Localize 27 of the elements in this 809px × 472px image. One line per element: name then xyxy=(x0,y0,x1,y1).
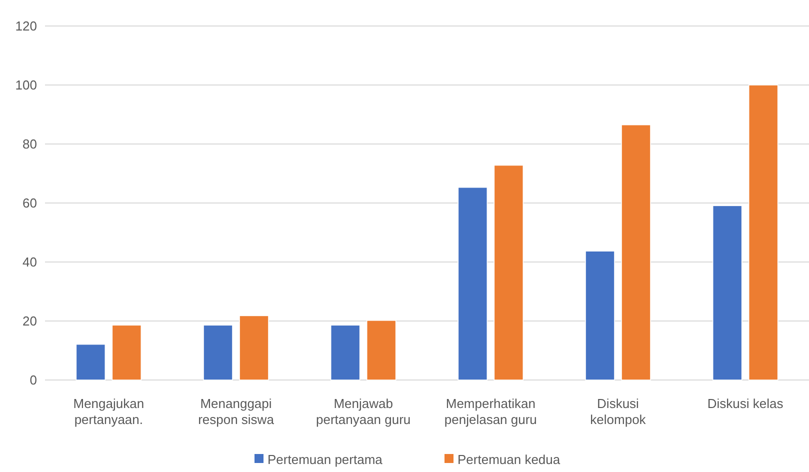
legend-label: Pertemuan kedua xyxy=(458,452,561,467)
y-tick-label: 60 xyxy=(22,196,37,211)
x-tick-label: Menjawab pertanyaan guru xyxy=(316,396,411,427)
bar xyxy=(330,324,360,380)
x-tick-label: Mengajukan pertanyaan. xyxy=(73,396,144,427)
y-tick-label: 0 xyxy=(30,372,37,388)
bar xyxy=(494,164,524,380)
y-tick-label: 80 xyxy=(22,136,37,152)
bar xyxy=(621,124,651,380)
bar xyxy=(748,84,778,380)
x-tick-label: Diskusi kelompok xyxy=(590,396,646,427)
bar xyxy=(585,250,615,380)
x-tick-label: Menanggapi respon siswa xyxy=(198,396,275,427)
bar xyxy=(203,324,233,380)
x-tick-label: Memperhatikan penjelasan guru xyxy=(444,396,537,427)
bar xyxy=(76,344,106,380)
y-tick-label: 100 xyxy=(15,78,37,93)
bar xyxy=(458,186,488,380)
bar xyxy=(366,320,396,380)
y-tick-label: 40 xyxy=(22,254,37,270)
bar xyxy=(239,315,269,380)
bar xyxy=(112,324,142,380)
bar xyxy=(712,205,742,380)
y-tick-label: 20 xyxy=(22,314,37,329)
legend-label: Pertemuan pertama xyxy=(268,452,384,467)
x-tick-label: Diskusi kelas xyxy=(707,396,784,411)
y-tick-label: 120 xyxy=(15,18,37,34)
